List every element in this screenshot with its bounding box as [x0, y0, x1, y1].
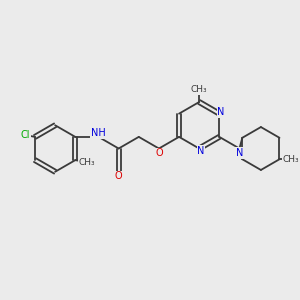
Text: Cl: Cl: [20, 130, 30, 140]
Text: O: O: [115, 171, 122, 181]
Text: CH₃: CH₃: [283, 155, 299, 164]
Text: N: N: [236, 148, 243, 158]
Text: NH: NH: [91, 128, 106, 138]
Text: CH₃: CH₃: [191, 85, 208, 94]
Text: O: O: [156, 148, 163, 158]
Text: N: N: [197, 146, 205, 156]
Text: N: N: [218, 107, 225, 117]
Text: CH₃: CH₃: [78, 158, 95, 167]
